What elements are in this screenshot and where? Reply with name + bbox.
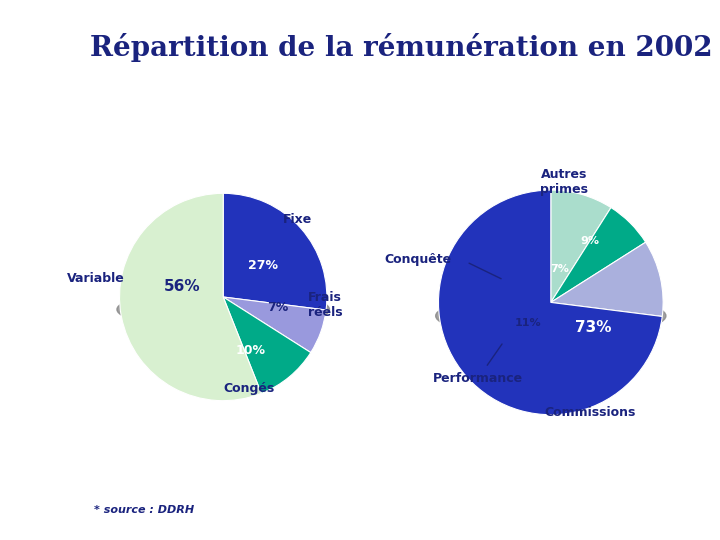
Text: Frais
réels: Frais réels <box>308 291 343 319</box>
Wedge shape <box>551 207 646 302</box>
Wedge shape <box>438 190 662 415</box>
Text: * source : DDRH: * source : DDRH <box>94 505 194 515</box>
Wedge shape <box>223 193 327 310</box>
Text: 7%: 7% <box>550 264 570 274</box>
Text: Conquête: Conquête <box>384 253 452 266</box>
Text: 73%: 73% <box>575 320 612 335</box>
Wedge shape <box>223 297 326 353</box>
Ellipse shape <box>117 290 330 329</box>
Text: 27%: 27% <box>248 259 278 272</box>
Text: Variable: Variable <box>67 272 125 285</box>
Wedge shape <box>551 242 663 316</box>
Text: Autres
primes: Autres primes <box>540 168 588 195</box>
Text: Performance: Performance <box>433 372 523 385</box>
Wedge shape <box>551 190 611 302</box>
Text: Congés: Congés <box>223 382 275 395</box>
Text: 56%: 56% <box>163 279 200 294</box>
Text: 7%: 7% <box>268 301 289 314</box>
Ellipse shape <box>436 294 666 337</box>
Wedge shape <box>120 193 261 401</box>
Text: Répartition de la rémunération en 2002: Répartition de la rémunération en 2002 <box>90 33 713 62</box>
Text: 10%: 10% <box>235 345 265 357</box>
Wedge shape <box>223 297 311 394</box>
Text: 9%: 9% <box>580 235 600 246</box>
Text: Fixe: Fixe <box>284 213 312 226</box>
Text: 11%: 11% <box>515 318 541 328</box>
Text: Commissions: Commissions <box>544 406 636 419</box>
